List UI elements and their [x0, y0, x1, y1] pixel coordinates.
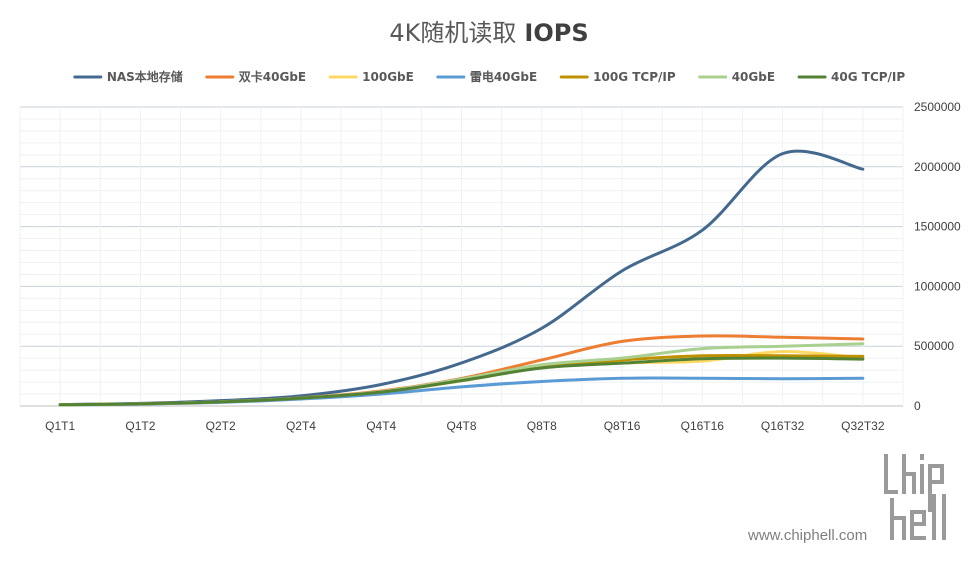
- legend-item: 雷电40GbE: [436, 69, 537, 84]
- legend-item: 40G TCP/IP: [797, 70, 905, 84]
- gridlines: [19, 106, 904, 407]
- x-tick-label: Q2T2: [206, 419, 236, 433]
- x-tick-label: Q32T32: [841, 419, 885, 433]
- watermark: www.chiphell.com: [747, 454, 946, 544]
- x-axis-ticks: Q1T1 Q1T2 Q2T2 Q2T4 Q4T4 Q4T8 Q8T8 Q8T16 Q16T16 Q…: [45, 419, 885, 433]
- series-line-6: [58, 356, 865, 407]
- y-axis-ticks: 0 500000 1000000 1500000 2000000 2500000: [914, 100, 961, 413]
- watermark-url: www.chiphell.com: [747, 527, 867, 544]
- y-tick-label: 500000: [914, 339, 954, 353]
- x-tick-label: Q8T8: [527, 419, 557, 433]
- y-tick-label: 1500000: [914, 220, 961, 234]
- series-lines: [58, 149, 865, 407]
- chart-title: 4K随机读取 IOPS: [389, 19, 588, 47]
- y-tick-label: 2500000: [914, 100, 961, 114]
- legend-label: 40GbE: [732, 70, 775, 84]
- x-tick-label: Q2T4: [286, 419, 316, 433]
- y-tick-label: 1000000: [914, 279, 961, 293]
- legend-item: NAS本地存储: [73, 69, 183, 84]
- legend-item: 100G TCP/IP: [559, 70, 676, 84]
- chiphell-logo-icon: [884, 454, 946, 540]
- x-tick-label: Q4T8: [446, 419, 476, 433]
- x-tick-label: Q1T1: [45, 419, 75, 433]
- legend-label: NAS本地存储: [107, 69, 183, 84]
- legend-label: 双卡40GbE: [239, 69, 306, 84]
- legend-item: 100GbE: [328, 70, 414, 84]
- legend-item: 40GbE: [698, 70, 775, 84]
- legend: NAS本地存储 双卡40GbE 100GbE 雷电40GbE 100G TCP/IP 40…: [73, 69, 905, 84]
- chart-title-bold: IOPS: [524, 19, 588, 47]
- legend-label: 100G TCP/IP: [593, 70, 676, 84]
- legend-label: 100GbE: [362, 70, 414, 84]
- y-tick-label: 0: [914, 399, 921, 413]
- legend-label: 雷电40GbE: [470, 69, 537, 84]
- x-tick-label: Q4T4: [366, 419, 396, 433]
- legend-label: 40G TCP/IP: [831, 70, 905, 84]
- x-tick-label: Q1T2: [125, 419, 155, 433]
- legend-item: 双卡40GbE: [205, 69, 306, 84]
- x-tick-label: Q16T16: [681, 419, 725, 433]
- y-tick-label: 2000000: [914, 160, 961, 174]
- x-tick-label: Q16T32: [761, 419, 805, 433]
- x-tick-label: Q8T16: [604, 419, 641, 433]
- chart-title-text: 4K随机读取: [389, 19, 516, 47]
